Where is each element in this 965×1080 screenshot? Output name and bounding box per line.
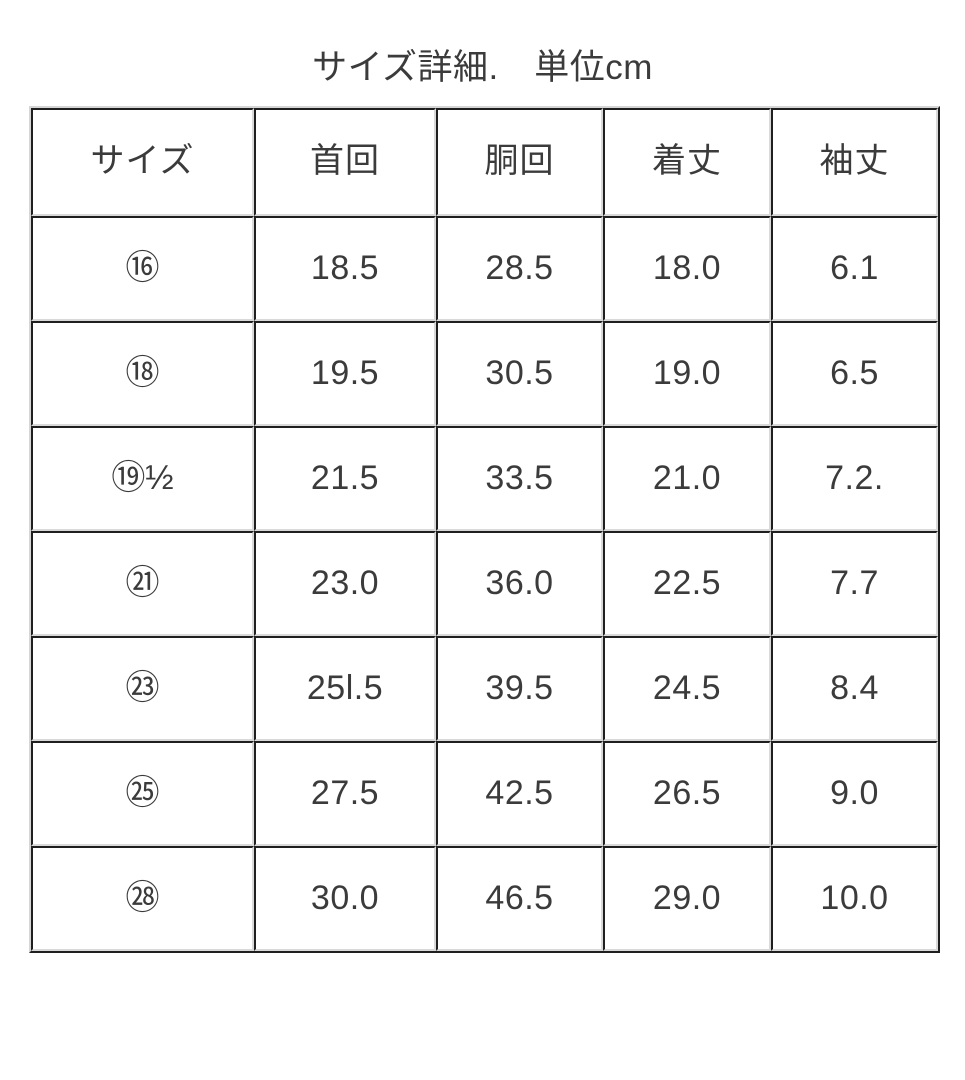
- cell-length: 24.5: [603, 636, 771, 741]
- cell-length: 22.5: [603, 531, 771, 636]
- cell-size: ⑲½: [31, 426, 254, 531]
- cell-length: 26.5: [603, 741, 771, 846]
- cell-length: 29.0: [603, 846, 771, 951]
- cell-neck: 27.5: [254, 741, 436, 846]
- cell-size: ㉕: [31, 741, 254, 846]
- cell-neck: 18.5: [254, 216, 436, 321]
- cell-chest: 46.5: [436, 846, 603, 951]
- cell-sleeve: 6.5: [771, 321, 938, 426]
- table-row: ㉓ 25l.5 39.5 24.5 8.4: [31, 636, 938, 741]
- cell-neck: 23.0: [254, 531, 436, 636]
- cell-size: ㉑: [31, 531, 254, 636]
- page-title: サイズ詳細. 単位cm: [312, 48, 653, 87]
- column-header-size: サイズ: [31, 108, 254, 216]
- cell-chest: 33.5: [436, 426, 603, 531]
- cell-chest: 39.5: [436, 636, 603, 741]
- cell-sleeve: 8.4: [771, 636, 938, 741]
- column-header-chest: 胴回: [436, 108, 603, 216]
- table-row: ㉕ 27.5 42.5 26.5 9.0: [31, 741, 938, 846]
- cell-length: 19.0: [603, 321, 771, 426]
- cell-neck: 30.0: [254, 846, 436, 951]
- cell-neck: 25l.5: [254, 636, 436, 741]
- table-row: ⑱ 19.5 30.5 19.0 6.5: [31, 321, 938, 426]
- column-header-neck: 首回: [254, 108, 436, 216]
- cell-chest: 28.5: [436, 216, 603, 321]
- cell-size: ⑯: [31, 216, 254, 321]
- cell-neck: 21.5: [254, 426, 436, 531]
- cell-sleeve: 7.7: [771, 531, 938, 636]
- column-header-length: 着丈: [603, 108, 771, 216]
- cell-size: ㉘: [31, 846, 254, 951]
- table-header-row: サイズ 首回 胴回 着丈 袖丈: [31, 108, 938, 216]
- cell-chest: 30.5: [436, 321, 603, 426]
- cell-sleeve: 7.2.: [771, 426, 938, 531]
- cell-size: ㉓: [31, 636, 254, 741]
- column-header-sleeve: 袖丈: [771, 108, 938, 216]
- cell-size: ⑱: [31, 321, 254, 426]
- cell-neck: 19.5: [254, 321, 436, 426]
- cell-length: 21.0: [603, 426, 771, 531]
- cell-chest: 42.5: [436, 741, 603, 846]
- cell-sleeve: 9.0: [771, 741, 938, 846]
- cell-sleeve: 10.0: [771, 846, 938, 951]
- table-row: ⑲½ 21.5 33.5 21.0 7.2.: [31, 426, 938, 531]
- table-row: ㉘ 30.0 46.5 29.0 10.0: [31, 846, 938, 951]
- cell-sleeve: 6.1: [771, 216, 938, 321]
- cell-chest: 36.0: [436, 531, 603, 636]
- cell-length: 18.0: [603, 216, 771, 321]
- table-row: ⑯ 18.5 28.5 18.0 6.1: [31, 216, 938, 321]
- table-row: ㉑ 23.0 36.0 22.5 7.7: [31, 531, 938, 636]
- size-detail-table: サイズ 首回 胴回 着丈 袖丈 ⑯ 18.5 28.5 18.0 6.1 ⑱ 1…: [29, 106, 940, 953]
